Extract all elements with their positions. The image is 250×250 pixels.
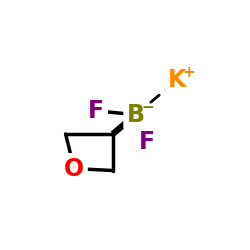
Text: +: +	[183, 65, 196, 80]
Text: F: F	[139, 130, 156, 154]
Text: B: B	[127, 103, 145, 127]
Text: O: O	[64, 156, 84, 180]
Text: F: F	[88, 99, 104, 123]
Text: K: K	[168, 68, 186, 92]
Text: −: −	[141, 100, 154, 115]
